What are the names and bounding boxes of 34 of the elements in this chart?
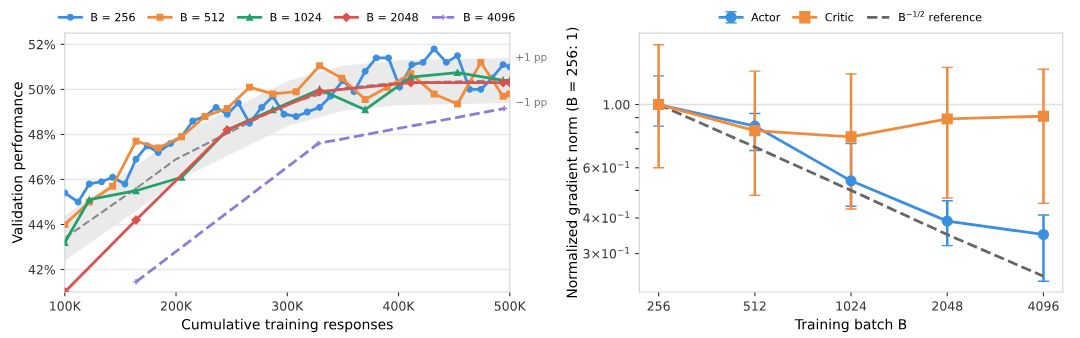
x-axis-title: Cumulative training responses bbox=[181, 318, 393, 333]
x-tick-label: 2048 bbox=[932, 301, 963, 311]
y-tick-label: 6×10$^{−1}$ bbox=[583, 161, 630, 173]
y-axis-title: Validation performance bbox=[11, 82, 26, 244]
legend-label: B = 2048 bbox=[367, 12, 418, 22]
x-tick-label: 300K bbox=[272, 301, 304, 311]
x-tick-label: 1024 bbox=[836, 301, 867, 311]
x-tick-label: 4096 bbox=[1028, 301, 1059, 311]
x-tick-label: 256 bbox=[647, 301, 670, 311]
legend-label: B = 4096 bbox=[464, 12, 515, 22]
x-axis-title: Training batch B bbox=[794, 318, 907, 333]
y-tick-label: 44% bbox=[28, 219, 56, 230]
legend-label: B = 1024 bbox=[270, 12, 322, 22]
x-tick-label: 500K bbox=[494, 301, 527, 311]
y-tick-label: 48% bbox=[28, 129, 56, 140]
x-tick-label: 200K bbox=[160, 301, 193, 311]
legend-label: Critic bbox=[825, 12, 854, 22]
text: +1 pp bbox=[516, 53, 547, 63]
x-tick-label: 400K bbox=[383, 301, 415, 311]
y-tick-label: 52% bbox=[28, 39, 56, 50]
y-tick-label: 42% bbox=[28, 264, 56, 275]
y-tick-label: 1.00 bbox=[603, 100, 630, 110]
text: −1 pp bbox=[516, 98, 547, 108]
legend-label: B = 512 bbox=[181, 12, 225, 22]
y-tick-label: 4×10$^{−1}$ bbox=[583, 211, 630, 223]
y-tick-label: 46% bbox=[28, 174, 56, 185]
x-tick-label: 512 bbox=[743, 301, 766, 311]
y-tick-label: 50% bbox=[28, 84, 56, 95]
legend-label: Actor bbox=[751, 13, 781, 22]
y-axis-title: Normalized gradient norm (B = 256: 1) bbox=[566, 27, 580, 298]
legend-label: B$^{−1/2}$ reference bbox=[899, 11, 982, 22]
y-tick-label: 3×10$^{−1}$ bbox=[583, 247, 630, 259]
legend-label: B = 256 bbox=[91, 12, 135, 22]
x-tick-label: 100K bbox=[50, 301, 82, 311]
